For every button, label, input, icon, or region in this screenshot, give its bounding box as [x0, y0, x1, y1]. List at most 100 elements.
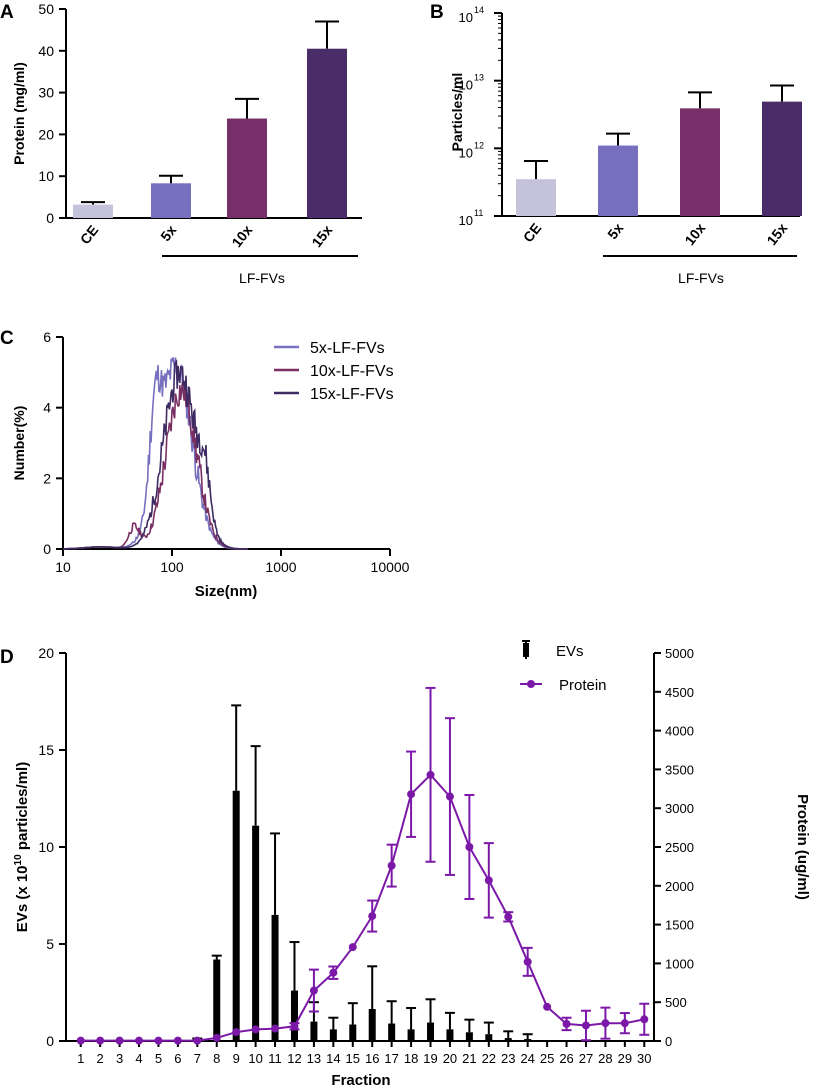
panel-b-group-label: LF-FVs	[678, 270, 724, 286]
panel-d-x-tick-label: 5	[155, 1051, 162, 1066]
panel-d-x-tick-label: 14	[326, 1051, 340, 1066]
panel-d-y2-tick-label: 2000	[665, 879, 694, 894]
panel-d-protein-point-13	[309, 986, 318, 995]
panel-d-x-tick-label: 4	[135, 1051, 142, 1066]
panel-d-ev-bar-28	[601, 1040, 609, 1041]
panel-b-y-tick-exponent: 12	[474, 140, 484, 150]
panel-a-y-tick-label: 10	[38, 168, 54, 184]
panel-d-protein-point-24	[523, 957, 532, 966]
panel-d-x-tick-label: 28	[598, 1051, 612, 1066]
panel-c-series-line-5x-LF-FVs	[62, 357, 248, 550]
panel-b-bar-10x	[680, 108, 720, 216]
panel-d-protein-point-16	[368, 912, 377, 921]
panel-d-y-tick-label: 10	[38, 839, 54, 855]
panel-label-D: D	[0, 647, 14, 668]
panel-d-x-tick-label: 25	[540, 1051, 554, 1066]
panel-d-ev-bar-17	[388, 1023, 396, 1041]
panel-d-legend-protein-label: Protein	[559, 677, 607, 694]
panel-c-x-label: Size(nm)	[195, 583, 258, 600]
panel-d-ev-bar-19	[427, 1022, 435, 1041]
panel-d-ev-bar-24	[524, 1039, 532, 1041]
panel-d-y-tick-label: 0	[46, 1033, 54, 1049]
panel-d-y-label-exponent: 10	[13, 854, 24, 866]
panel-d-x-tick-label: 9	[233, 1051, 240, 1066]
panel-b-y-tick-exponent: 14	[474, 5, 484, 15]
panel-d-ev-bar-20	[446, 1029, 454, 1041]
panel-a-bar-5x	[151, 183, 191, 218]
panel-d-ev-bar-29	[621, 1040, 629, 1041]
panel-d-ev-bar-25	[543, 1040, 551, 1041]
panel-d-ev-bar-9	[232, 790, 240, 1041]
panel-d-ev-bar-30	[640, 1040, 648, 1041]
panel-a-y-tick-label: 30	[38, 85, 54, 101]
panel-d-protein-point-28	[601, 1019, 610, 1028]
panel-d-y2-tick-label: 0	[665, 1034, 672, 1049]
panel-d-protein-point-30	[640, 1015, 649, 1024]
panel-d-y-tick-label: 15	[38, 742, 54, 758]
panel-d-protein-point-15	[348, 943, 357, 952]
panel-d-ev-bar-13	[310, 1021, 318, 1041]
panel-d-protein-point-2	[96, 1036, 105, 1045]
panel-b-bar-5x	[598, 145, 638, 216]
panel-label-C: C	[0, 328, 14, 349]
panel-c-x-tick-label: 100	[160, 559, 184, 575]
panel-c-x-tick-label: 10	[55, 559, 71, 575]
panel-d-protein-point-6	[173, 1036, 182, 1045]
panel-d-legend-protein-marker	[527, 680, 535, 688]
panel-d-ev-bar-18	[407, 1029, 415, 1041]
panel-d-protein-point-23	[504, 912, 513, 921]
panel-c-y-label: Number(%)	[11, 406, 27, 481]
panel-d-y-tick-label: 20	[38, 645, 54, 661]
panel-d-protein-point-20	[445, 792, 454, 801]
panel-d-x-tick-label: 3	[116, 1051, 123, 1066]
panel-d-protein-point-26	[562, 1019, 571, 1028]
panel-d-ev-bar-15	[349, 1024, 357, 1041]
panel-d-x-tick-label: 26	[559, 1051, 573, 1066]
panel-b-category-label: 10x	[681, 220, 708, 248]
panel-a-bar-10x	[227, 118, 267, 218]
panel-d-protein-point-11	[271, 1024, 280, 1033]
panel-d-y2-tick-label: 1000	[665, 956, 694, 971]
panel-d-ev-bar-21	[465, 1032, 473, 1041]
panel-b-bar-15x	[762, 101, 802, 216]
panel-d-ev-bar-11	[271, 914, 279, 1041]
panel-d-ev-bar-26	[563, 1040, 571, 1041]
panel-c-y-tick-label: 0	[43, 541, 51, 557]
panel-a-y-tick-label: 0	[46, 210, 54, 226]
panel-d-protein-point-19	[426, 770, 435, 779]
panel-b-category-label: 5x	[604, 220, 626, 242]
panel-d-x-tick-label: 20	[443, 1051, 457, 1066]
panel-d-ev-bar-8	[213, 959, 221, 1041]
panel-d-x-tick-label: 15	[346, 1051, 360, 1066]
panel-d-protein-point-3	[115, 1036, 124, 1045]
panel-d-x-tick-label: 11	[268, 1051, 282, 1066]
panel-d-x-tick-label: 10	[248, 1051, 262, 1066]
panel-d-x-tick-label: 27	[579, 1051, 593, 1066]
panel-d-protein-point-1	[76, 1036, 85, 1045]
panel-b-y-tick-base: 10	[459, 78, 473, 93]
panel-d-y-label: EVs (x 1010 particles/ml)	[13, 762, 31, 932]
panel-d-y-tick-label: 5	[46, 936, 54, 952]
panel-b-y-tick-base: 10	[459, 213, 473, 228]
panel-d-x-tick-label: 13	[307, 1051, 321, 1066]
panel-d-x-tick-label: 19	[423, 1051, 437, 1066]
panel-d-y2-tick-label: 1500	[665, 918, 694, 933]
panel-d-protein-point-12	[290, 1022, 299, 1031]
panel-d-y2-tick-label: 3500	[665, 762, 694, 777]
panel-d-protein-point-5	[154, 1036, 163, 1045]
panel-d-ev-bar-12	[290, 990, 298, 1041]
panel-d-protein-point-8	[212, 1033, 221, 1042]
panel-d-protein-line	[80, 773, 645, 1042]
panel-d-y2-tick-label: 3000	[665, 801, 694, 816]
panel-c-legend-label: 5x-LF-FVs	[310, 340, 385, 357]
panel-d-y2-tick-label: 2500	[665, 840, 694, 855]
panel-d-protein-point-4	[135, 1036, 144, 1045]
panel-d-x-label: Fraction	[331, 1072, 390, 1089]
panel-c-x-tick-label: 10000	[371, 559, 410, 575]
panel-d-y-label-part: particles/ml)	[14, 762, 31, 855]
panel-d-x-tick-label: 23	[501, 1051, 515, 1066]
panel-d-y2-tick-label: 500	[665, 995, 687, 1010]
panel-d-protein-point-25	[543, 1002, 552, 1011]
panel-d-x-tick-label: 17	[384, 1051, 398, 1066]
